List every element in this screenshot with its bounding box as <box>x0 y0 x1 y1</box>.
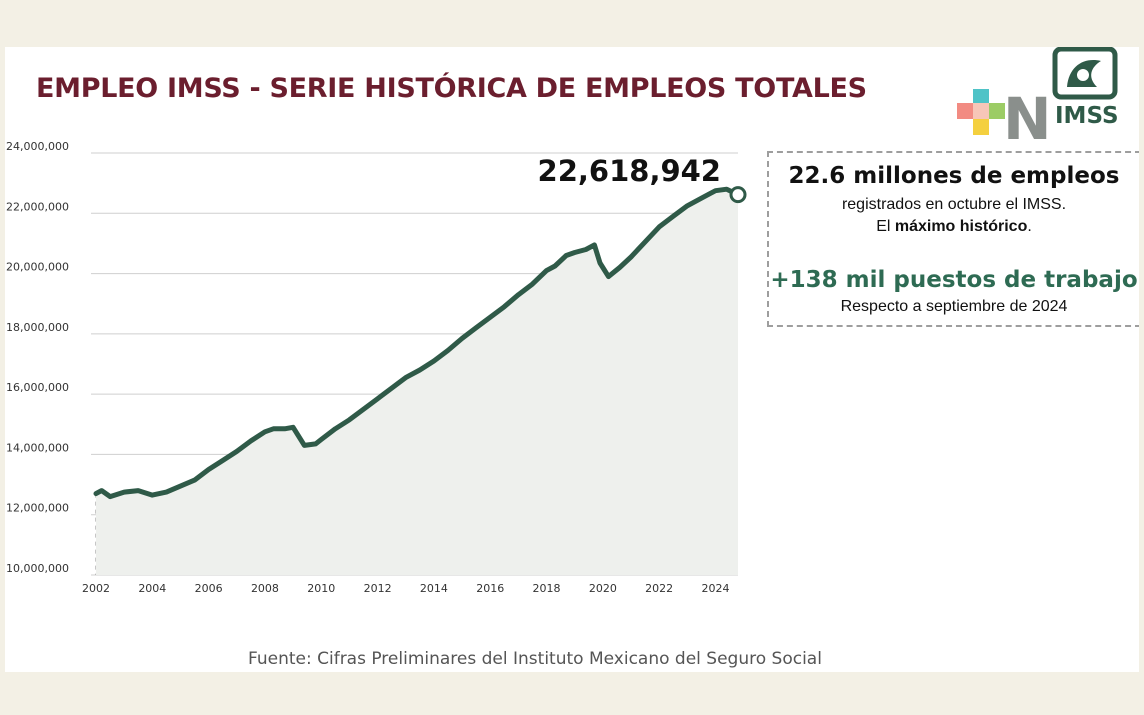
y-tick-label: 14,000,000 <box>6 441 69 454</box>
callout-line-1: registrados en octubre el IMSS. <box>841 196 1067 213</box>
callout-line-2-prefix: El <box>876 218 895 235</box>
callout-headline-2: +138 mil puestos de trabajo <box>770 267 1138 293</box>
source-note: Fuente: Cifras Preliminares del Institut… <box>248 649 822 669</box>
x-tick-label: 2024 <box>701 582 729 595</box>
y-tick-label: 24,000,000 <box>6 140 69 153</box>
x-tick-label: 2022 <box>645 582 673 595</box>
page-title: EMPLEO IMSS - SERIE HISTÓRICA DE EMPLEOS… <box>36 73 867 104</box>
y-tick-label: 12,000,000 <box>6 502 69 515</box>
y-axis-ticks: 10,000,000 12,000,000 14,000,000 16,000,000… <box>6 140 69 575</box>
x-tick-label: 2008 <box>251 582 279 595</box>
y-tick-label: 10,000,000 <box>6 562 69 575</box>
x-tick-label: 2012 <box>364 582 392 595</box>
series-endpoint-marker <box>729 186 747 204</box>
y-tick-label: 16,000,000 <box>6 381 69 394</box>
series-line <box>93 186 741 500</box>
summary-callout: 22.6 millones de empleos registrados en … <box>767 151 1139 327</box>
imss-logo-icon: N IMSS <box>957 47 1119 153</box>
x-axis-ticks: 2002 2004 2006 2008 2010 2012 2014 2016 2018 2020… <box>82 582 729 595</box>
callout-line-3: Respecto a septiembre de 2024 <box>840 298 1068 315</box>
employment-chart: 22,618,942 10,000,000 12,000,000 14,000,00… <box>6 140 747 595</box>
series-area <box>96 189 738 575</box>
x-tick-label: 2010 <box>307 582 335 595</box>
y-tick-label: 22,000,000 <box>6 200 69 213</box>
chart-annotation-latest-value: 22,618,942 <box>538 154 721 188</box>
x-tick-label: 2006 <box>195 582 223 595</box>
x-tick-label: 2020 <box>589 582 617 595</box>
x-tick-label: 2002 <box>82 582 110 595</box>
x-tick-label: 2004 <box>138 582 166 595</box>
imss-logo: N IMSS <box>951 47 1119 153</box>
x-tick-label: 2014 <box>420 582 448 595</box>
svg-text:N: N <box>1003 85 1052 139</box>
callout-line-2-bold: máximo histórico <box>894 218 1028 235</box>
y-tick-label: 20,000,000 <box>6 261 69 274</box>
callout-line-2-suffix: . <box>1027 218 1032 235</box>
x-tick-label: 2018 <box>533 582 561 595</box>
y-tick-label: 18,000,000 <box>6 321 69 334</box>
callout-line-2: El máximo histórico. <box>769 218 1139 236</box>
svg-text:IMSS: IMSS <box>1055 103 1119 129</box>
x-tick-label: 2016 <box>476 582 504 595</box>
callout-headline: 22.6 millones de empleos <box>788 163 1120 189</box>
slide: EMPLEO IMSS - SERIE HISTÓRICA DE EMPLEOS… <box>5 47 1139 672</box>
